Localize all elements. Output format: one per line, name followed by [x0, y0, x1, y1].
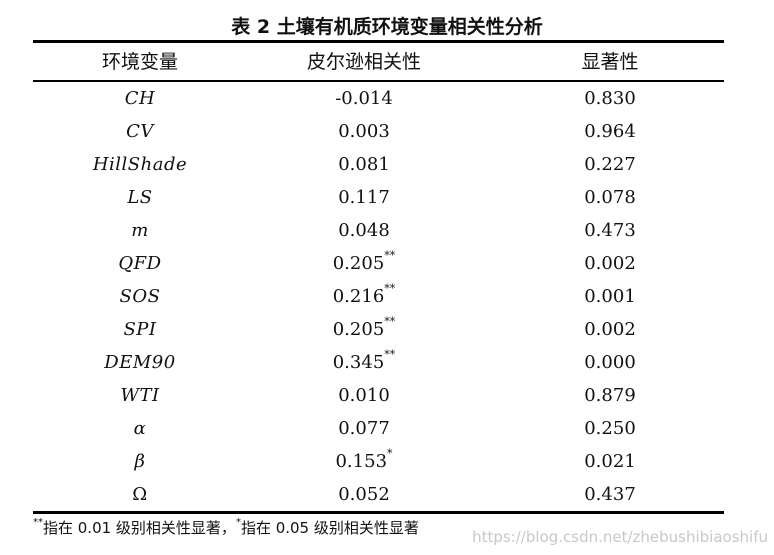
- pearson-value: 0.052: [338, 484, 390, 505]
- table-row: QFD 0.205** 0.002: [0, 247, 774, 280]
- cell-variable: α: [133, 418, 147, 439]
- header-rule: [33, 80, 724, 82]
- cell-significance: 0.002: [584, 253, 636, 274]
- cell-variable: m: [131, 220, 149, 241]
- table-row: SPI 0.205** 0.002: [0, 313, 774, 346]
- cell-variable: WTI: [120, 385, 160, 406]
- footnote-mark-2: *: [235, 517, 241, 528]
- cell-variable: CV: [126, 121, 154, 142]
- header-variable: 环境变量: [101, 51, 178, 73]
- cell-variable: QFD: [118, 253, 162, 274]
- significance-mark: **: [384, 348, 396, 361]
- cell-significance: 0.473: [584, 220, 636, 241]
- cell-pearson: 0.010: [264, 379, 464, 412]
- pearson-value: 0.117: [338, 187, 390, 208]
- cell-variable: CH: [124, 88, 156, 109]
- table-row: SOS 0.216** 0.001: [0, 280, 774, 313]
- cell-significance: 0.078: [584, 187, 636, 208]
- cell-significance: 0.437: [584, 484, 636, 505]
- pearson-value: 0.205: [332, 253, 385, 274]
- header-pearson: 皮尔逊相关性: [306, 51, 421, 73]
- header-significance: 显著性: [581, 51, 639, 73]
- cell-significance: 0.002: [584, 319, 636, 340]
- significance-mark: *: [387, 447, 393, 460]
- footnote-mark-1: **: [33, 517, 43, 528]
- bottom-rule: [33, 511, 724, 514]
- significance-mark: **: [384, 282, 396, 295]
- pearson-value: 0.010: [338, 385, 390, 406]
- table-row: β 0.153* 0.021: [0, 445, 774, 478]
- cell-pearson: 0.345**: [264, 346, 464, 379]
- significance-mark: **: [384, 315, 396, 328]
- table-body: CH -0.014 0.830 CV 0.003 0.964 HillShade 0.081 0…: [0, 82, 774, 511]
- cell-significance: 0.000: [584, 352, 636, 373]
- table-row: α 0.077 0.250: [0, 412, 774, 445]
- footnote-text-2: 指在 0.05 级别相关性显著: [240, 519, 419, 537]
- cell-significance: 0.879: [584, 385, 636, 406]
- pearson-value: 0.081: [338, 154, 390, 175]
- table-row: m 0.048 0.473: [0, 214, 774, 247]
- table-row: WTI 0.010 0.879: [0, 379, 774, 412]
- pearson-value: 0.153: [335, 451, 388, 472]
- pearson-value: 0.003: [338, 121, 390, 142]
- cell-pearson: 0.081: [264, 148, 464, 181]
- pearson-value: 0.205: [332, 319, 385, 340]
- cell-significance: 0.964: [584, 121, 636, 142]
- cell-significance: 0.001: [584, 286, 636, 307]
- cell-variable: β: [134, 451, 146, 472]
- pearson-value: 0.216: [332, 286, 385, 307]
- cell-variable: Ω: [132, 484, 148, 505]
- cell-pearson: 0.052: [264, 478, 464, 511]
- cell-significance: 0.021: [584, 451, 636, 472]
- cell-pearson: 0.205**: [264, 247, 464, 280]
- table-title: 表 2 土壤有机质环境变量相关性分析: [231, 16, 543, 38]
- significance-mark: **: [384, 249, 396, 262]
- table-row: HillShade 0.081 0.227: [0, 148, 774, 181]
- footnote-text-1: 指在 0.01 级别相关性显著，: [43, 519, 236, 537]
- table-row: DEM90 0.345** 0.000: [0, 346, 774, 379]
- cell-pearson: 0.205**: [264, 313, 464, 346]
- cell-variable: HillShade: [92, 154, 188, 175]
- pearson-value: -0.014: [335, 88, 393, 109]
- table-row: CH -0.014 0.830: [0, 82, 774, 115]
- cell-pearson: 0.117: [264, 181, 464, 214]
- watermark: https://blog.csdn.net/zhebushibiaoshifu: [472, 528, 768, 546]
- table-row: CV 0.003 0.964: [0, 115, 774, 148]
- cell-variable: SOS: [119, 286, 161, 307]
- table-row: LS 0.117 0.078: [0, 181, 774, 214]
- cell-pearson: 0.216**: [264, 280, 464, 313]
- top-rule: [33, 40, 724, 43]
- pearson-value: 0.048: [338, 220, 390, 241]
- cell-pearson: 0.077: [264, 412, 464, 445]
- table-row: Ω 0.052 0.437: [0, 478, 774, 511]
- cell-significance: 0.830: [584, 88, 636, 109]
- cell-pearson: 0.003: [264, 115, 464, 148]
- cell-significance: 0.250: [584, 418, 636, 439]
- cell-pearson: 0.153*: [264, 445, 464, 478]
- cell-variable: DEM90: [104, 352, 176, 373]
- cell-pearson: 0.048: [264, 214, 464, 247]
- cell-significance: 0.227: [584, 154, 636, 175]
- cell-variable: SPI: [123, 319, 157, 340]
- cell-variable: LS: [127, 187, 153, 208]
- footnote: **指在 0.01 级别相关性显著，*指在 0.05 级别相关性显著: [33, 517, 419, 538]
- pearson-value: 0.345: [332, 352, 385, 373]
- pearson-value: 0.077: [338, 418, 390, 439]
- cell-pearson: -0.014: [264, 82, 464, 115]
